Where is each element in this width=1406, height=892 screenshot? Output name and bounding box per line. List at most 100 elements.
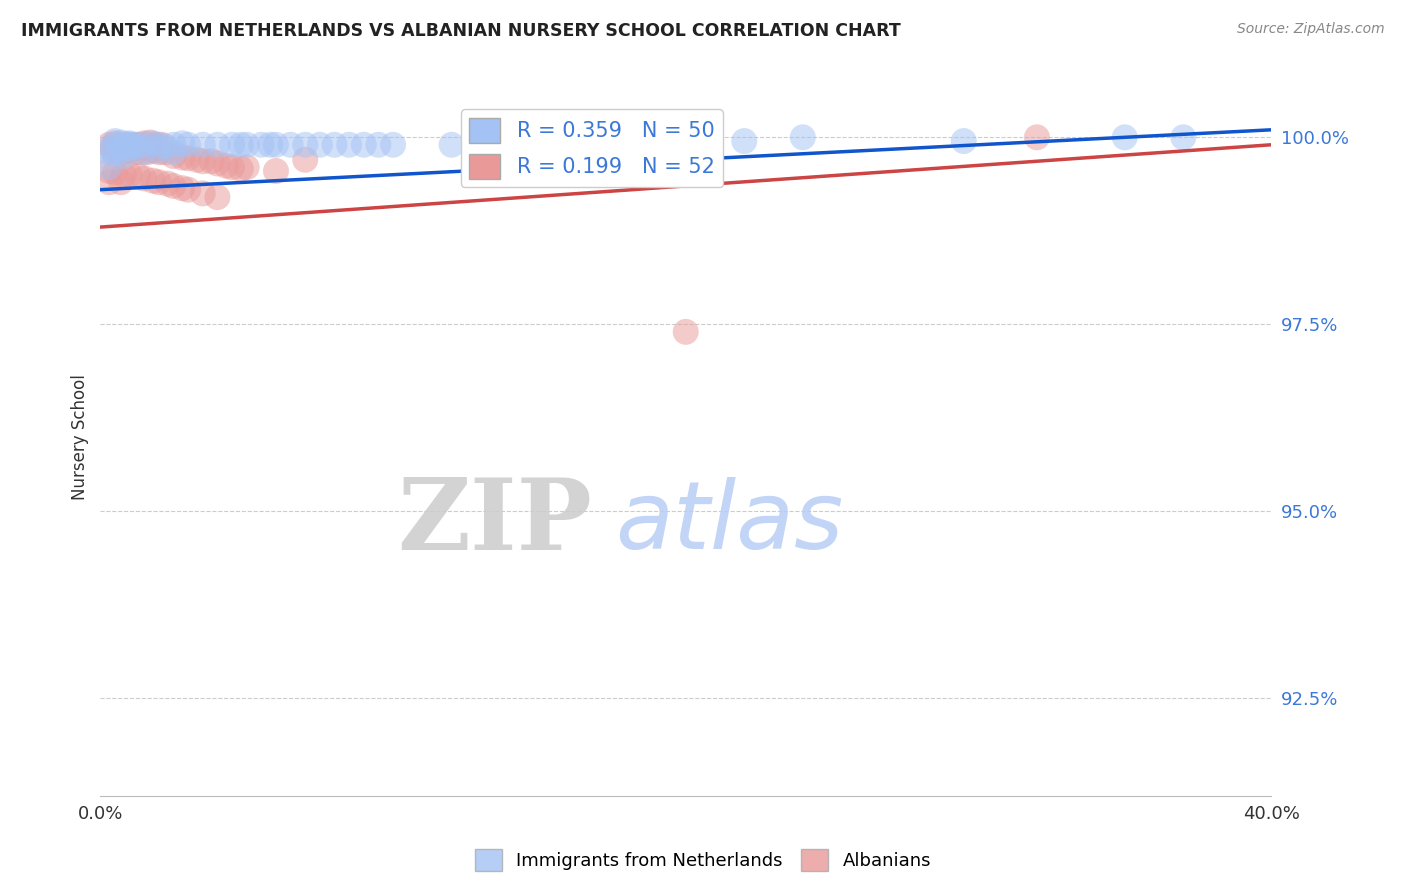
Point: [952, 134, 974, 148]
Point: [112, 139, 135, 153]
Point: [229, 137, 252, 152]
Point: [98, 160, 121, 174]
Point: [107, 143, 129, 157]
Point: [139, 136, 162, 150]
Point: [177, 151, 200, 165]
Point: [200, 154, 222, 169]
Point: [235, 137, 257, 152]
Point: [172, 136, 194, 151]
Point: [134, 137, 156, 152]
Point: [191, 186, 214, 201]
Point: [98, 164, 121, 178]
Point: [124, 137, 146, 152]
Point: [112, 149, 135, 163]
Point: [110, 136, 132, 150]
Legend: R = 0.359   N = 50, R = 0.199   N = 52: R = 0.359 N = 50, R = 0.199 N = 52: [461, 110, 723, 187]
Point: [104, 165, 127, 179]
Point: [153, 145, 176, 160]
Point: [118, 142, 141, 156]
Point: [172, 151, 194, 165]
Text: ZIP: ZIP: [396, 475, 592, 571]
Point: [104, 136, 127, 151]
Point: [733, 134, 755, 148]
Point: [162, 178, 184, 193]
Point: [148, 144, 170, 158]
Point: [142, 174, 165, 188]
Point: [124, 145, 146, 160]
Point: [264, 164, 287, 178]
Point: [115, 136, 138, 151]
Point: [148, 175, 170, 189]
Point: [215, 159, 238, 173]
Point: [221, 137, 243, 152]
Point: [280, 137, 302, 152]
Point: [250, 137, 273, 152]
Point: [294, 153, 316, 167]
Point: [1114, 130, 1136, 145]
Point: [134, 145, 156, 160]
Text: atlas: atlas: [616, 477, 844, 568]
Point: [323, 137, 346, 152]
Point: [177, 137, 200, 152]
Point: [150, 137, 173, 152]
Point: [118, 144, 141, 158]
Point: [221, 160, 243, 174]
Point: [110, 175, 132, 189]
Point: [112, 145, 135, 159]
Point: [98, 137, 121, 152]
Point: [177, 183, 200, 197]
Point: [121, 138, 143, 153]
Legend: Immigrants from Netherlands, Albanians: Immigrants from Netherlands, Albanians: [468, 842, 938, 879]
Point: [118, 168, 141, 182]
Point: [235, 160, 257, 174]
Text: IMMIGRANTS FROM NETHERLANDS VS ALBANIAN NURSERY SCHOOL CORRELATION CHART: IMMIGRANTS FROM NETHERLANDS VS ALBANIAN …: [21, 22, 901, 40]
Point: [98, 142, 121, 156]
Point: [101, 142, 124, 156]
Point: [112, 168, 135, 182]
Point: [309, 137, 332, 152]
Point: [153, 139, 176, 153]
Point: [118, 136, 141, 151]
Point: [1026, 130, 1049, 145]
Point: [382, 137, 405, 152]
Point: [148, 137, 170, 152]
Point: [470, 137, 492, 152]
Point: [162, 149, 184, 163]
Point: [792, 130, 814, 145]
Point: [127, 139, 149, 153]
Point: [499, 151, 522, 165]
Point: [121, 137, 143, 152]
Point: [294, 137, 316, 152]
Point: [191, 154, 214, 169]
Point: [186, 153, 208, 167]
Point: [134, 171, 156, 186]
Point: [110, 137, 132, 152]
Point: [207, 137, 229, 152]
Point: [162, 137, 184, 152]
Point: [142, 136, 165, 151]
Point: [134, 136, 156, 151]
Point: [259, 137, 281, 152]
Point: [107, 137, 129, 152]
Point: [104, 134, 127, 148]
Text: Source: ZipAtlas.com: Source: ZipAtlas.com: [1237, 22, 1385, 37]
Point: [229, 161, 252, 176]
Point: [207, 190, 229, 204]
Point: [191, 137, 214, 152]
Point: [127, 137, 149, 152]
Point: [136, 145, 159, 160]
Point: [675, 325, 697, 339]
Point: [131, 145, 153, 160]
Point: [353, 137, 375, 152]
Point: [264, 137, 287, 152]
Point: [602, 134, 624, 148]
Point: [440, 137, 463, 152]
Point: [367, 137, 389, 152]
Point: [172, 181, 194, 195]
Point: [142, 144, 165, 158]
Point: [115, 137, 138, 152]
Point: [337, 137, 360, 152]
Point: [104, 146, 127, 161]
Point: [110, 144, 132, 158]
Point: [1173, 130, 1195, 145]
